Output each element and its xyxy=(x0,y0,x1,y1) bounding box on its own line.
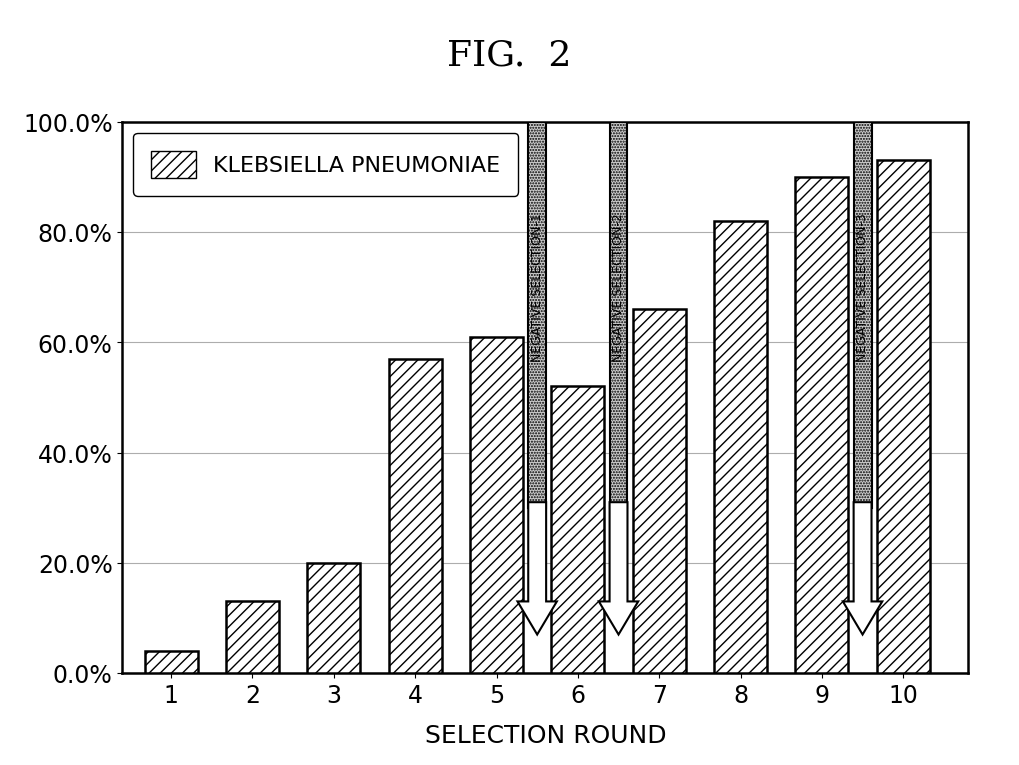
Text: NEGATIVE SELECTION-3: NEGATIVE SELECTION-3 xyxy=(856,213,869,362)
Bar xyxy=(528,122,546,508)
Bar xyxy=(551,387,604,673)
Bar xyxy=(609,122,628,508)
Bar xyxy=(470,337,523,673)
Bar xyxy=(145,651,198,673)
Text: FIG.  2: FIG. 2 xyxy=(447,38,572,72)
Text: NEGATIVE SELECTION-2: NEGATIVE SELECTION-2 xyxy=(611,213,625,362)
Bar xyxy=(714,222,766,673)
FancyArrow shape xyxy=(599,503,638,635)
Legend: KLEBSIELLA PNEUMONIAE: KLEBSIELLA PNEUMONIAE xyxy=(133,134,519,196)
Y-axis label: ELUTION YIELD: ELUTION YIELD xyxy=(0,304,6,492)
Text: NEGATIVE SELECTION-1: NEGATIVE SELECTION-1 xyxy=(531,213,543,362)
Bar xyxy=(609,122,628,508)
X-axis label: SELECTION ROUND: SELECTION ROUND xyxy=(424,724,666,747)
Bar xyxy=(853,122,871,508)
FancyArrow shape xyxy=(843,503,882,635)
Bar xyxy=(388,360,441,673)
Bar xyxy=(528,122,546,508)
FancyArrow shape xyxy=(518,503,556,635)
Bar xyxy=(795,177,848,673)
Bar xyxy=(853,122,871,508)
Bar xyxy=(308,563,360,673)
Bar xyxy=(226,601,279,673)
Bar xyxy=(876,161,929,673)
Bar xyxy=(633,310,686,673)
